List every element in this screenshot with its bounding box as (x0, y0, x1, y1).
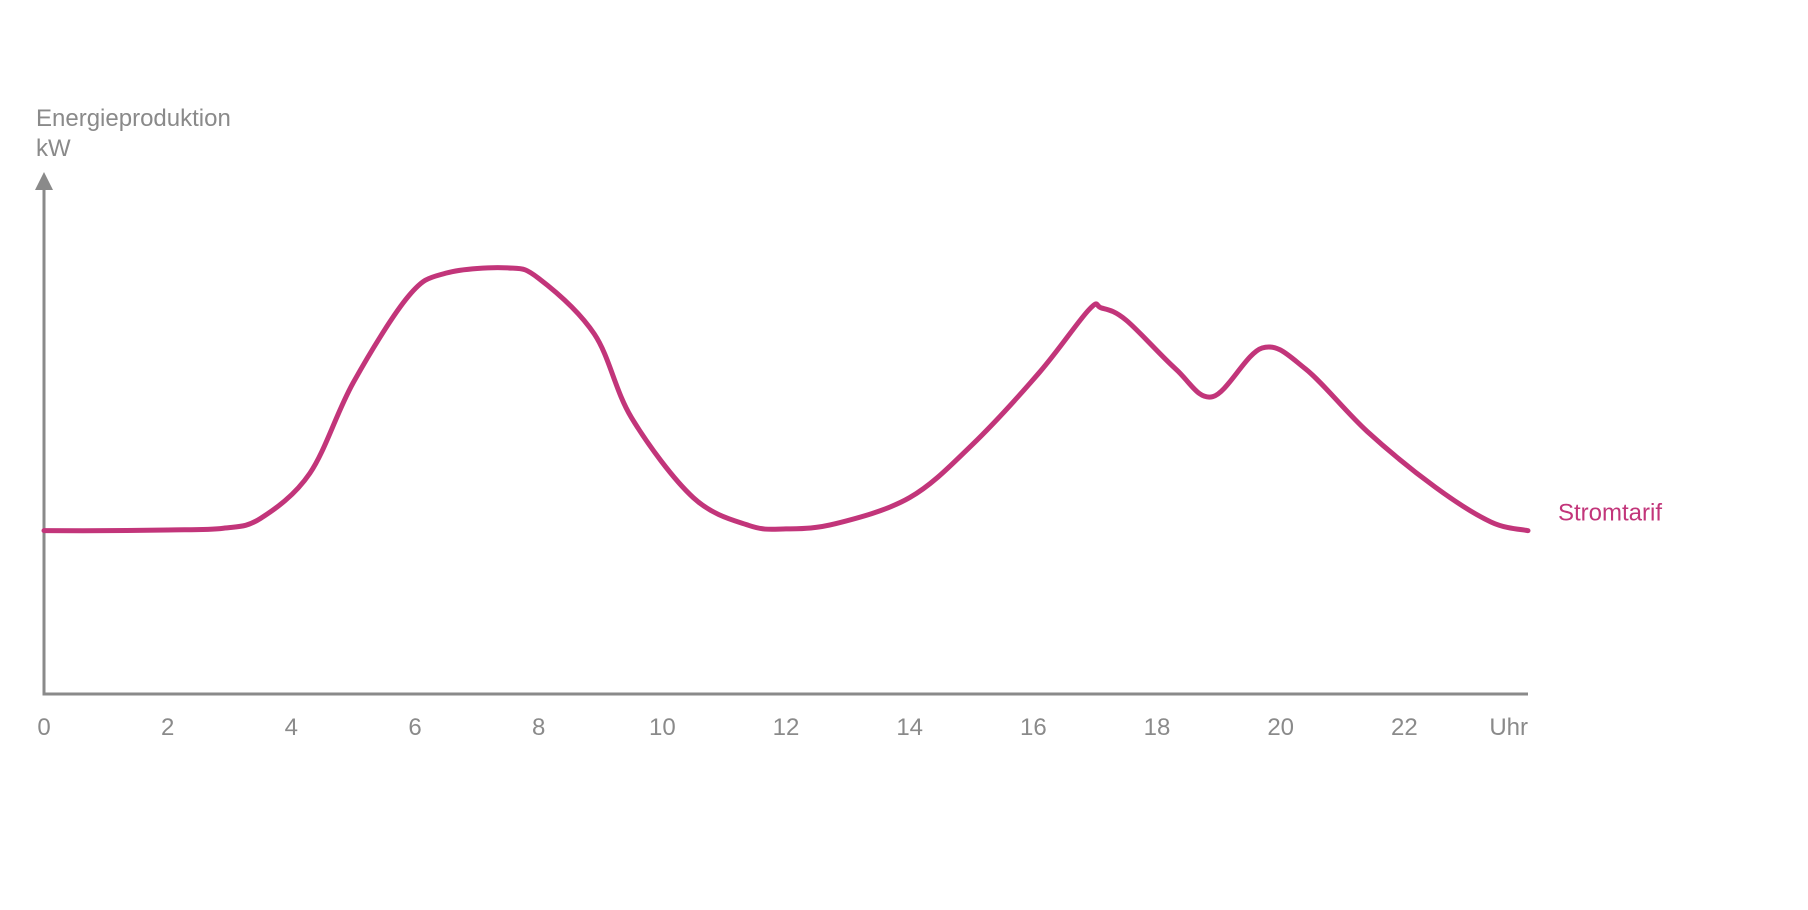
series-label: Stromtarif (1558, 500, 1662, 527)
y-axis-title: Energieproduktion kW (36, 105, 231, 162)
x-tick-label: 10 (649, 714, 676, 741)
x-tick-label: 16 (1020, 714, 1047, 741)
x-axis-unit: Uhr (1489, 714, 1528, 741)
axes (35, 172, 1528, 696)
x-tick-label: 0 (37, 714, 50, 741)
x-tick-label: 2 (161, 714, 174, 741)
x-tick-label: 6 (408, 714, 421, 741)
x-tick-label: 20 (1267, 714, 1294, 741)
x-tick-labels: 0 2 4 6 8 10 12 14 16 18 20 22 (37, 714, 1417, 741)
x-tick-label: 12 (773, 714, 800, 741)
y-axis-label: Energieproduktion (36, 105, 231, 132)
series-line-stromtarif (41, 265, 1531, 534)
x-tick-label: 18 (1144, 714, 1171, 741)
x-tick-label: 8 (532, 714, 545, 741)
series-layer: Stromtarif (41, 265, 1662, 534)
x-tick-label: 14 (896, 714, 923, 741)
y-axis-unit: kW (36, 135, 71, 162)
x-tick-label: 4 (285, 714, 298, 741)
y-axis-arrow-icon (35, 172, 53, 190)
x-tick-label: 22 (1391, 714, 1418, 741)
